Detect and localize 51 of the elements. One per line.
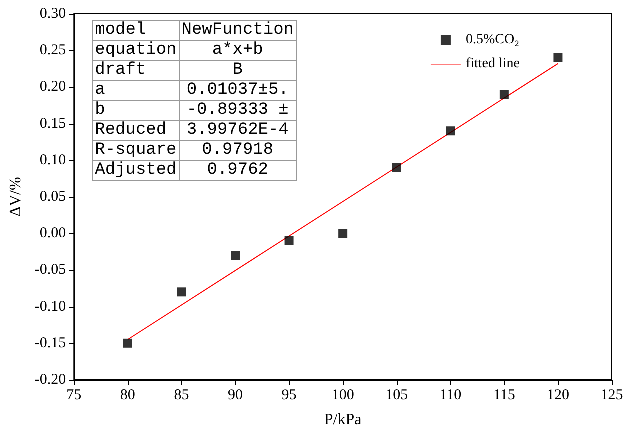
legend-label: 0.5%CO₂: [466, 32, 520, 48]
x-tick-label: 75: [66, 388, 82, 404]
point: [123, 338, 132, 348]
x-tick-label: 100: [332, 388, 354, 404]
x-tick-label: 105: [386, 388, 408, 404]
annotation: draft: [92, 60, 180, 80]
annotation: -0.89333 ±: [179, 100, 296, 120]
annotation: 0.97918: [179, 140, 296, 160]
annotation: 0.9762: [179, 160, 296, 180]
y-tick-label: 0.10: [40, 152, 66, 168]
annotation: model: [92, 20, 180, 40]
annotation: Reduced: [92, 120, 180, 140]
annotation: a*x+b: [179, 40, 296, 60]
annotation: b: [92, 100, 180, 120]
y-tick-label: 0.25: [40, 42, 66, 59]
y-tick-label: 0.30: [40, 6, 66, 22]
annotation: equation: [92, 40, 180, 60]
annotation: R-square: [92, 140, 180, 160]
point: [284, 236, 294, 246]
annotation: NewFunction: [179, 20, 296, 40]
point: [231, 251, 240, 260]
y-tick-label: 0.15: [40, 116, 66, 132]
x-tick-label: 110: [440, 388, 462, 404]
point: [500, 90, 509, 100]
x-tick-label: 125: [600, 388, 624, 404]
point: [554, 53, 563, 62]
y-axis-title: ΔV/%: [8, 177, 24, 217]
annotation: 0.01037±5.: [179, 80, 296, 100]
annotation: Adjusted: [92, 160, 180, 180]
x-tick-label: 95: [282, 388, 297, 404]
y-tick-label: -0.10: [34, 298, 66, 315]
point: [392, 163, 402, 172]
annotation: B: [179, 60, 296, 80]
y-tick-label: -0.15: [34, 335, 66, 352]
point: [446, 126, 456, 136]
point: [338, 229, 348, 238]
y-tick-label: -0.05: [34, 262, 66, 278]
y-tick-label: 0.20: [40, 79, 66, 96]
x-axis-title: P/kPa: [324, 412, 362, 428]
y-tick-label: 0.00: [40, 226, 66, 242]
annotation: a: [92, 80, 180, 100]
x-tick-label: 90: [228, 388, 243, 404]
y-tick-label: -0.20: [34, 372, 66, 388]
x-tick-label: 120: [546, 388, 570, 404]
x-tick-label: 80: [120, 388, 136, 404]
legend-label: fitted line: [466, 56, 520, 72]
x-tick-label: 115: [493, 388, 516, 404]
point: [177, 288, 186, 297]
y-tick-label: 0.05: [40, 189, 66, 205]
x-tick-label: 85: [174, 388, 190, 404]
annotation: 3.99762E-4: [179, 120, 296, 140]
